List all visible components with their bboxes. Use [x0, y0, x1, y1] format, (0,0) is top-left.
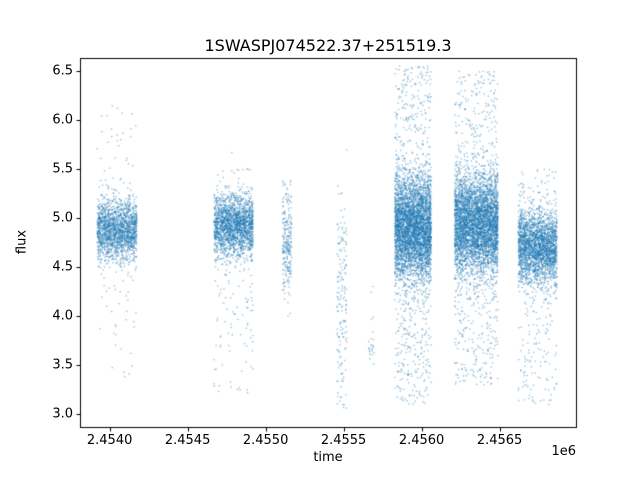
x-tick-label: 2.4545: [164, 433, 211, 448]
y-tick-label: 4.5: [52, 259, 73, 275]
y-tick-label: 5.0: [52, 210, 73, 226]
x-tick-label: 2.4560: [398, 433, 445, 448]
x-tick-label: 2.4555: [320, 433, 367, 448]
x-axis-label: time: [313, 450, 343, 465]
x-tick-label: 2.4550: [242, 433, 289, 448]
y-tick-label: 6.5: [52, 63, 73, 79]
x-tick-label: 2.4565: [476, 433, 523, 448]
y-tick-label: 6.0: [52, 112, 73, 128]
x-tick-label: 2.4540: [86, 433, 133, 448]
y-tick-label: 3.5: [52, 357, 73, 373]
chart-title: 1SWASPJ074522.37+251519.3: [204, 36, 452, 55]
y-axis-label: flux: [14, 229, 30, 255]
y-tick-label: 3.0: [52, 406, 73, 422]
x-axis-offset-label: 1e6: [551, 444, 576, 459]
y-tick-label: 4.0: [52, 308, 73, 324]
y-tick-label: 5.5: [52, 161, 73, 177]
